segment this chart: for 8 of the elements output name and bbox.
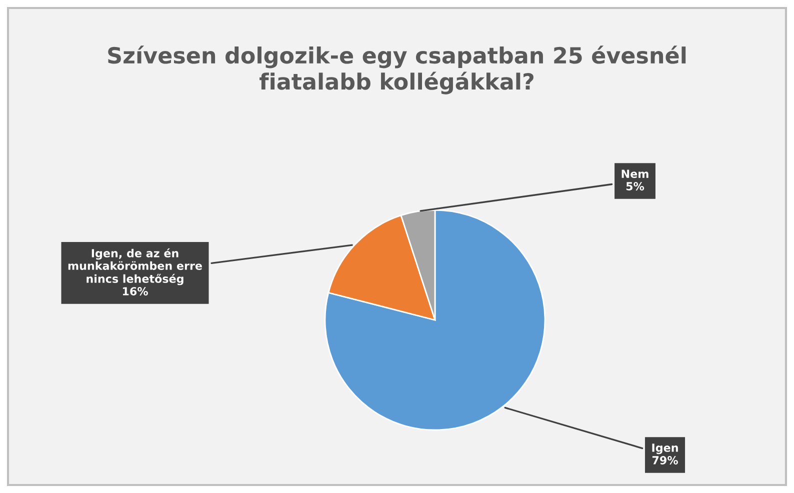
data-label: 5% [626,182,644,190]
data-label: 79% [652,456,678,464]
slice-label: Igen, de az én munkakörömben erre nincs lehetőség [68,248,202,286]
chart-title: Szívesen dolgozik-e egy csapatban 25 évesnél fiatalabb kollégákkal? [108,46,686,94]
data-label: 16% [122,287,148,296]
slice-label: Igen [652,444,678,454]
slice-label: Nem [622,170,648,178]
pie-slice [324,209,546,431]
